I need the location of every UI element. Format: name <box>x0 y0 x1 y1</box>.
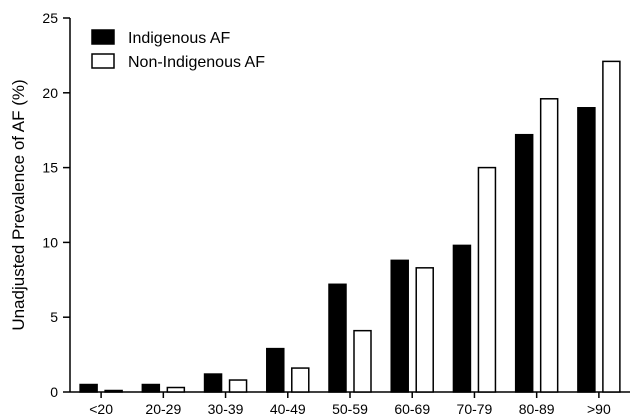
y-tick-label: 15 <box>42 160 58 176</box>
y-tick-label: 5 <box>50 309 58 325</box>
x-tick-label: 70-79 <box>457 401 493 417</box>
bar-non-indigenous <box>166 386 186 393</box>
y-tick-label: 20 <box>42 85 58 101</box>
bar-non-indigenous <box>415 267 434 393</box>
bar-indigenous <box>514 133 534 393</box>
legend-swatch-non-indigenous <box>91 53 115 69</box>
y-tick-label: 10 <box>42 234 58 250</box>
bar-non-indigenous <box>291 367 310 393</box>
x-tick-label: >90 <box>587 401 611 417</box>
y-axis-title: Unadjusted Prevalence of AF (%) <box>9 79 28 330</box>
bar-indigenous <box>390 259 409 393</box>
y-tick-label: 25 <box>42 10 58 26</box>
legend-label-indigenous: Indigenous AF <box>128 30 231 47</box>
x-tick-label: 80-89 <box>519 401 555 417</box>
bar-indigenous <box>79 383 98 393</box>
bar-non-indigenous <box>539 98 559 393</box>
bar-non-indigenous <box>477 166 497 393</box>
legend-label-non-indigenous: Non-Indigenous AF <box>128 54 265 71</box>
bar-indigenous <box>452 244 472 393</box>
bar-indigenous <box>203 373 223 393</box>
x-tick-label: 30-39 <box>208 401 244 417</box>
legend: Indigenous AF Non-Indigenous AF <box>91 29 265 71</box>
plot-area: 0 5 10 15 20 25 <20 20-29 30-39 40-49 50-59 60-69 70… <box>42 10 630 417</box>
bar-indigenous <box>141 383 161 393</box>
bar-indigenous <box>577 107 596 393</box>
x-tick-label: <20 <box>89 401 113 417</box>
bar-indigenous <box>266 347 285 393</box>
x-tick-label: 50-59 <box>332 401 368 417</box>
bar-non-indigenous <box>602 60 621 393</box>
x-tick-label: 20-29 <box>145 401 181 417</box>
y-tick-label: 0 <box>50 384 58 400</box>
x-tick-label: 60-69 <box>394 401 430 417</box>
bar-indigenous <box>328 283 347 393</box>
bar-non-indigenous <box>353 329 372 393</box>
bar-non-indigenous <box>228 379 248 393</box>
bar-non-indigenous <box>104 389 123 393</box>
legend-swatch-indigenous <box>91 29 115 45</box>
x-tick-label: 40-49 <box>270 401 306 417</box>
